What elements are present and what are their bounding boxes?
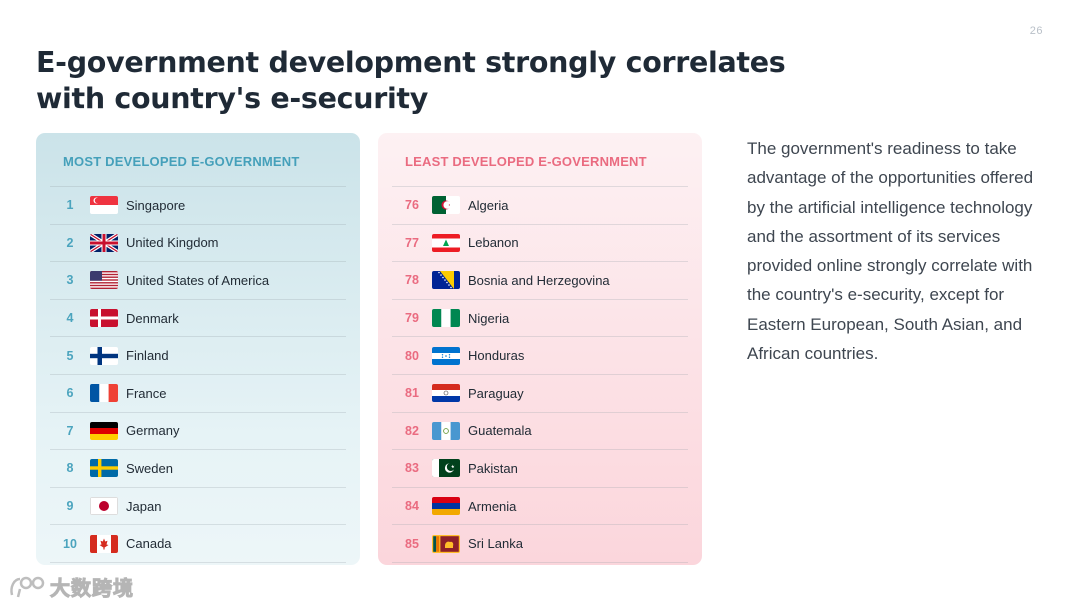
germany-flag-icon <box>90 421 118 440</box>
country-name: Lebanon <box>468 235 519 251</box>
table-row: 77 Lebanon <box>392 225 688 263</box>
table-row: 81 Paraguay <box>392 375 688 413</box>
nigeria-flag-icon <box>432 309 460 328</box>
rank-number: 10 <box>63 536 77 551</box>
rank-number: 77 <box>405 235 419 250</box>
country-name: Canada <box>126 536 172 552</box>
page-title: E-government development strongly correl… <box>36 46 786 115</box>
country-name: Japan <box>126 498 162 514</box>
page-number: 26 <box>1029 25 1043 37</box>
watermark-text: 大数跨境 <box>50 578 134 601</box>
country-name: Nigeria <box>468 310 510 326</box>
singapore-flag-icon <box>90 196 118 215</box>
finland-flag-icon <box>90 346 118 365</box>
honduras-flag-icon <box>432 346 460 365</box>
rank-number: 83 <box>405 461 419 476</box>
rank-number: 6 <box>66 386 74 401</box>
rank-number: 3 <box>66 273 74 288</box>
table-row: 5 Finland <box>50 337 346 375</box>
table-row: 83 Pakistan <box>392 450 688 488</box>
country-name: United States of America <box>126 272 270 288</box>
rank-number: 81 <box>405 386 419 401</box>
table-row: 9 Japan <box>50 488 346 526</box>
table-row: 2 United Kingdom <box>50 225 346 263</box>
table-row: 3 United States of America <box>50 262 346 300</box>
rank-number: 79 <box>405 311 419 326</box>
table-row: 4 Denmark <box>50 300 346 338</box>
country-name: Singapore <box>126 197 186 213</box>
country-name: Guatemala <box>468 423 532 439</box>
rank-number: 8 <box>66 461 74 476</box>
lebanon-flag-icon <box>432 233 460 252</box>
watermark-logo-icon <box>10 576 45 597</box>
country-name: France <box>126 385 167 401</box>
rank-number: 4 <box>66 311 74 326</box>
table-row: 8 Sweden <box>50 450 346 488</box>
country-name: Honduras <box>468 348 525 364</box>
country-name: Bosnia and Herzegovina <box>468 272 610 288</box>
country-name: Sri Lanka <box>468 536 523 552</box>
table-row: 79 Nigeria <box>392 300 688 338</box>
usa-flag-icon <box>90 271 118 290</box>
country-name: Germany <box>126 423 180 439</box>
least-developed-heading: LEAST DEVELOPED E-GOVERNMENT <box>405 154 647 169</box>
rank-number: 7 <box>66 423 74 438</box>
table-row: 78 Bosnia and Herzegovina <box>392 262 688 300</box>
rank-number: 1 <box>66 198 74 213</box>
rank-number: 80 <box>405 348 419 363</box>
table-row: 80 Honduras <box>392 337 688 375</box>
rank-number: 2 <box>66 235 74 250</box>
bosnia-flag-icon <box>432 271 460 290</box>
united-kingdom-flag-icon <box>90 233 118 252</box>
rank-number: 84 <box>405 499 419 514</box>
table-row: 85 Sri Lanka <box>392 525 688 563</box>
rank-number: 76 <box>405 198 419 213</box>
most-developed-heading: MOST DEVELOPED E-GOVERNMENT <box>63 154 300 169</box>
canada-flag-icon <box>90 534 118 553</box>
table-row: 1 Singapore <box>50 187 346 225</box>
rank-number: 85 <box>405 536 419 551</box>
country-name: Finland <box>126 348 169 364</box>
pakistan-flag-icon <box>432 459 460 478</box>
table-row: 84 Armenia <box>392 488 688 526</box>
least-developed-list: 76 Algeria 77 Lebanon 78 Bosnia and Herzegovi… <box>392 186 688 563</box>
rank-number: 78 <box>405 273 419 288</box>
watermark: 大数跨境 <box>8 572 134 601</box>
paraguay-flag-icon <box>432 384 460 403</box>
country-name: Denmark <box>126 310 179 326</box>
table-row: 76 Algeria <box>392 187 688 225</box>
country-name: Sweden <box>126 460 173 476</box>
table-row: 7 Germany <box>50 413 346 451</box>
most-developed-list: 1 Singapore 2 United Kingdom 3 United States … <box>50 186 346 563</box>
table-row: 6 France <box>50 375 346 413</box>
country-name: Pakistan <box>468 460 518 476</box>
sri-lanka-flag-icon <box>432 534 460 553</box>
country-name: Armenia <box>468 498 517 514</box>
sweden-flag-icon <box>90 459 118 478</box>
country-name: Algeria <box>468 197 509 213</box>
rank-number: 9 <box>66 499 74 514</box>
country-name: United Kingdom <box>126 235 219 251</box>
table-row: 82 Guatemala <box>392 413 688 451</box>
description-text: The government's readiness to take advan… <box>747 139 1034 364</box>
most-developed-card: MOST DEVELOPED E-GOVERNMENT 1 Singapore 2 U… <box>36 133 360 565</box>
denmark-flag-icon <box>90 309 118 328</box>
france-flag-icon <box>90 384 118 403</box>
guatemala-flag-icon <box>432 421 460 440</box>
least-developed-card: LEAST DEVELOPED E-GOVERNMENT 76 Algeria 77… <box>378 133 702 565</box>
country-name: Paraguay <box>468 385 524 401</box>
japan-flag-icon <box>90 497 118 516</box>
rank-number: 82 <box>405 423 419 438</box>
rank-number: 5 <box>66 348 74 363</box>
armenia-flag-icon <box>432 497 460 516</box>
table-row: 10 Canada <box>50 525 346 563</box>
algeria-flag-icon <box>432 196 460 215</box>
